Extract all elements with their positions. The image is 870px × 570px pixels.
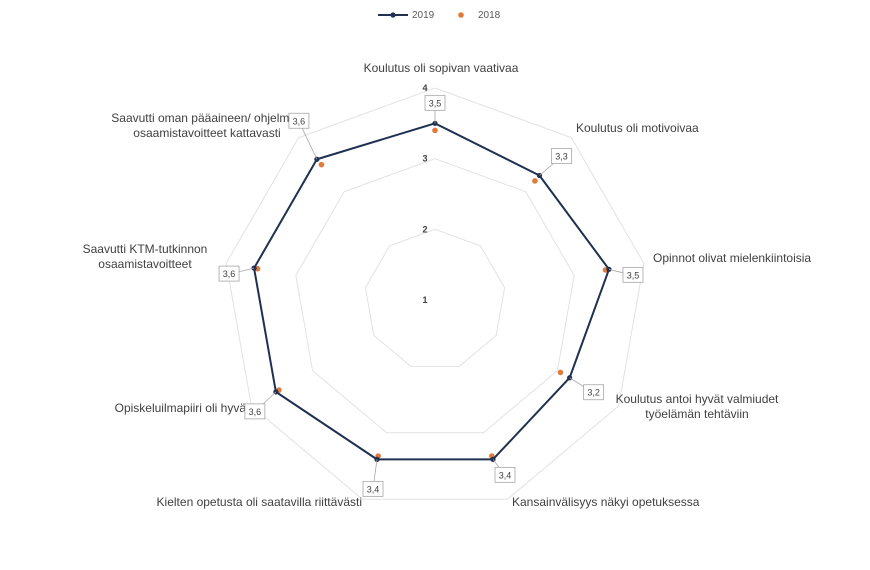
radar-grid xyxy=(225,87,645,500)
tick-label: 2 xyxy=(422,224,427,234)
data-label-text: 3,4 xyxy=(367,484,380,494)
grid-ring xyxy=(364,228,506,367)
data-label: 3,2 xyxy=(569,377,605,401)
data-label-text: 3,5 xyxy=(627,270,640,280)
series-layer xyxy=(251,120,612,462)
data-label-text: 3,3 xyxy=(555,151,568,161)
data-label-text: 3,5 xyxy=(429,98,442,108)
data-label: 3,4 xyxy=(362,459,384,497)
grid-ring xyxy=(295,158,575,434)
tick-label: 3 xyxy=(422,154,427,164)
category-label: Koulutus antoi hyvät valmiudet työelämän … xyxy=(616,392,779,421)
data-point-2018 xyxy=(432,127,438,134)
category-label: Koulutus oli motivoivaa xyxy=(576,121,699,135)
series-line-2019 xyxy=(253,122,610,461)
data-point-2018 xyxy=(532,178,538,184)
data-label-text: 3,6 xyxy=(223,269,236,279)
legend: 2019 2018 xyxy=(378,10,501,21)
category-label: Kansainvälisyys näkyi opetuksessa xyxy=(512,495,700,509)
data-label: 3,6 xyxy=(244,391,277,420)
data-label-text: 3,6 xyxy=(293,116,306,126)
legend-marker-2019 xyxy=(390,12,396,18)
category-label: Kielten opetusta oli saatavilla riittävä… xyxy=(157,495,362,509)
data-label: 3,6 xyxy=(288,112,318,160)
category-labels: Koulutus oli sopivan vaativaa Koulutus ol… xyxy=(83,61,812,509)
tick-labels: 1 2 3 4 xyxy=(422,83,427,305)
data-label-text: 3,6 xyxy=(249,407,262,417)
data-label: 3,4 xyxy=(492,459,516,483)
data-point-2018 xyxy=(557,369,564,376)
category-label: Opiskeluilmapiiri oli hyvä xyxy=(115,401,247,415)
category-label: Koulutus oli sopivan vaativaa xyxy=(364,61,519,75)
tick-label: 1 xyxy=(422,295,427,305)
data-label: 3,5 xyxy=(424,94,446,124)
legend-label-2019: 2019 xyxy=(412,10,435,21)
data-label: 3,5 xyxy=(608,266,644,283)
data-label: 3,3 xyxy=(539,148,572,176)
legend-marker-2018 xyxy=(458,12,464,18)
category-label: Opinnot olivat mielenkiintoisia xyxy=(653,251,811,265)
data-label-text: 3,4 xyxy=(499,470,512,480)
category-label: Saavutti oman pääaineen/ ohjelman osaamis… xyxy=(111,111,302,140)
category-label: Saavutti KTM-tutkinnon osaamistavoitteet xyxy=(83,242,208,271)
data-labels: 3,5 3,3 3,5 3,2 3,4 3,4 3,6 3,6 3,6 xyxy=(218,94,644,497)
data-label: 3,6 xyxy=(218,265,255,282)
legend-label-2018: 2018 xyxy=(478,10,501,21)
grid-ring xyxy=(225,87,645,500)
data-label-text: 3,2 xyxy=(587,388,600,398)
tick-label: 4 xyxy=(422,83,427,93)
data-point-2018 xyxy=(318,161,325,168)
